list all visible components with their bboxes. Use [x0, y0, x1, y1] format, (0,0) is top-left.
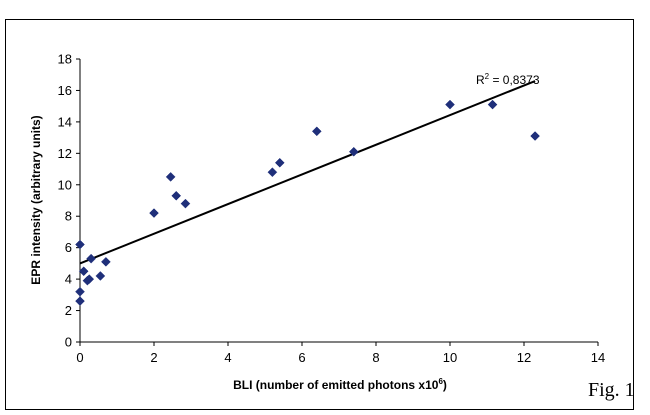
r-squared-value: = 0,8373 — [489, 73, 540, 87]
y-tick-label: 14 — [58, 114, 72, 129]
x-tick-label: 8 — [372, 350, 379, 365]
y-tick-label: 8 — [65, 209, 72, 224]
y-tick-label: 10 — [58, 177, 72, 192]
x-tick-label: 12 — [517, 350, 531, 365]
y-tick-label: 0 — [65, 335, 72, 350]
r-squared-main: R — [476, 73, 485, 87]
y-tick-label: 2 — [65, 303, 72, 318]
y-tick-label: 18 — [58, 52, 72, 67]
x-tick-label: 2 — [150, 350, 157, 365]
x-axis-title-main: BLI (number of emitted photons x10 — [233, 378, 439, 392]
x-axis-title: BLI (number of emitted photons x106) — [233, 377, 447, 392]
figure-label: Fig. 1 — [588, 379, 635, 401]
x-tick-label: 14 — [591, 350, 605, 365]
y-tick-label: 16 — [58, 83, 72, 98]
y-tick-label: 12 — [58, 146, 72, 161]
x-tick-label: 10 — [443, 350, 457, 365]
y-axis-title: EPR intensity (arbitrary units) — [29, 115, 43, 284]
x-tick-label: 0 — [76, 350, 83, 365]
y-tick-label: 4 — [65, 272, 72, 287]
y-tick-label: 6 — [65, 240, 72, 255]
x-tick-label: 4 — [224, 350, 231, 365]
x-tick-label: 6 — [298, 350, 305, 365]
x-axis-title-end: ) — [443, 378, 447, 392]
